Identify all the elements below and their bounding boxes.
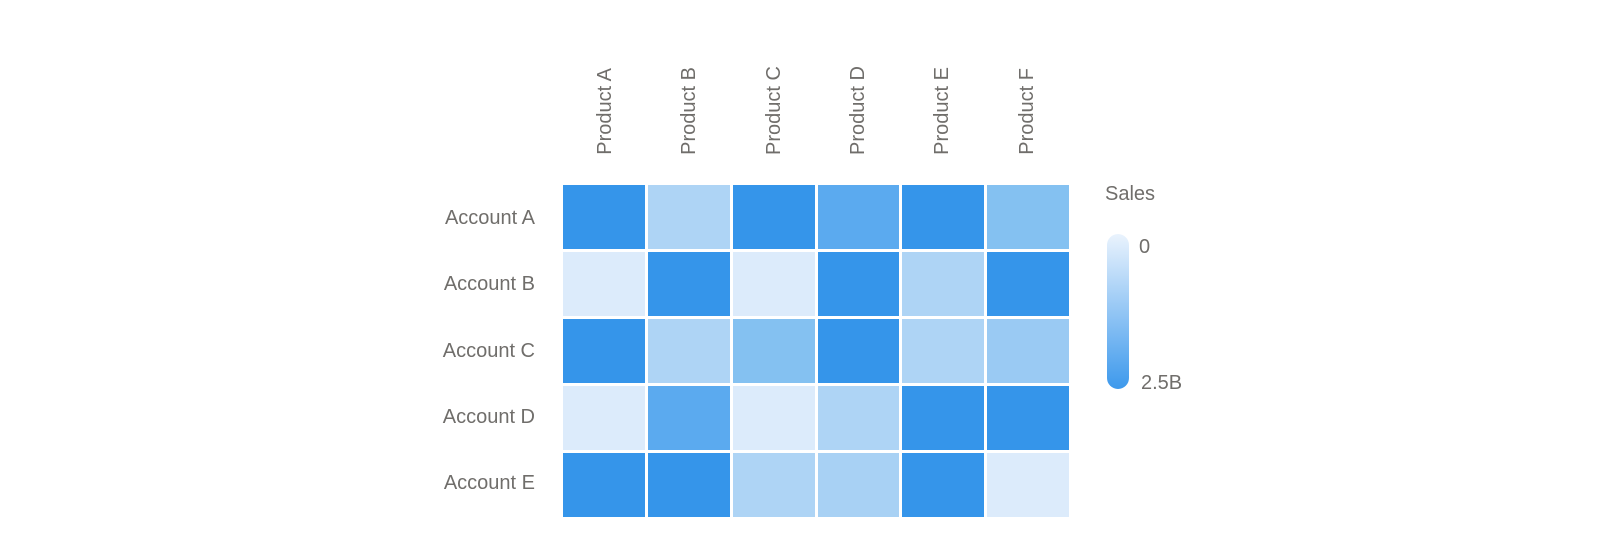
- heatmap-cell[interactable]: [902, 453, 985, 517]
- legend-gradient-bar: [1107, 234, 1129, 389]
- column-label: Product B: [678, 67, 701, 155]
- heatmap-cell[interactable]: [902, 185, 985, 249]
- heatmap-cell[interactable]: [563, 319, 645, 383]
- legend: Sales 0 2.5B: [1105, 183, 1182, 394]
- legend-max-label: 2.5B: [1141, 372, 1183, 394]
- row-label: Account D: [442, 405, 535, 428]
- heatmap-cell[interactable]: [647, 386, 730, 450]
- heatmap-cell[interactable]: [817, 319, 900, 383]
- heatmap-cell[interactable]: [817, 453, 900, 517]
- heatmap-cell[interactable]: [563, 252, 645, 316]
- column-axis-labels: Product A Product B Product C Product D Prod…: [563, 25, 1069, 155]
- legend-min-label: 0: [1139, 236, 1151, 258]
- heatmap-cell[interactable]: [732, 453, 815, 517]
- column-label-cell: Product A: [563, 25, 647, 155]
- row-label: Account B: [443, 273, 535, 296]
- heatmap-cell[interactable]: [902, 319, 985, 383]
- heatmap-cell[interactable]: [732, 319, 815, 383]
- heatmap-cell[interactable]: [732, 185, 815, 249]
- heatmap-cell[interactable]: [987, 453, 1069, 517]
- column-label: Product D: [847, 66, 870, 155]
- heatmap-cell[interactable]: [817, 185, 900, 249]
- legend-title: Sales: [1105, 183, 1156, 205]
- heatmap-cell[interactable]: [987, 319, 1069, 383]
- heatmap-cell[interactable]: [817, 252, 900, 316]
- heatmap-cell[interactable]: [987, 252, 1069, 316]
- column-label-cell: Product E: [900, 25, 984, 155]
- column-label: Product C: [762, 66, 785, 155]
- heatmap-cell[interactable]: [732, 252, 815, 316]
- heatmap-grid: [563, 185, 1069, 517]
- heatmap-cell[interactable]: [987, 185, 1069, 249]
- heatmap-cell[interactable]: [902, 386, 985, 450]
- heatmap-cell[interactable]: [647, 319, 730, 383]
- row-label: Account E: [443, 472, 535, 495]
- column-label-cell: Product B: [647, 25, 731, 155]
- heatmap-cell[interactable]: [563, 185, 645, 249]
- row-axis-labels: Account A Account B Account C Account D Acco…: [300, 185, 535, 517]
- column-label-cell: Product D: [816, 25, 900, 155]
- heatmap-cell[interactable]: [563, 453, 645, 517]
- column-label: Product E: [931, 67, 954, 155]
- column-label: Product A: [594, 68, 617, 155]
- column-label-cell: Product C: [732, 25, 816, 155]
- heatmap-cell[interactable]: [647, 453, 730, 517]
- heatmap-cell[interactable]: [987, 386, 1069, 450]
- heatmap-cell[interactable]: [732, 386, 815, 450]
- heatmap-cell[interactable]: [647, 252, 730, 316]
- heatmap-cell[interactable]: [563, 386, 645, 450]
- row-label: Account A: [444, 206, 535, 229]
- heatmap-cell[interactable]: [902, 252, 985, 316]
- heatmap-cell[interactable]: [647, 185, 730, 249]
- row-label: Account C: [442, 339, 535, 362]
- column-label-cell: Product F: [985, 25, 1069, 155]
- column-label: Product F: [1015, 68, 1038, 155]
- heatmap-cell[interactable]: [817, 386, 900, 450]
